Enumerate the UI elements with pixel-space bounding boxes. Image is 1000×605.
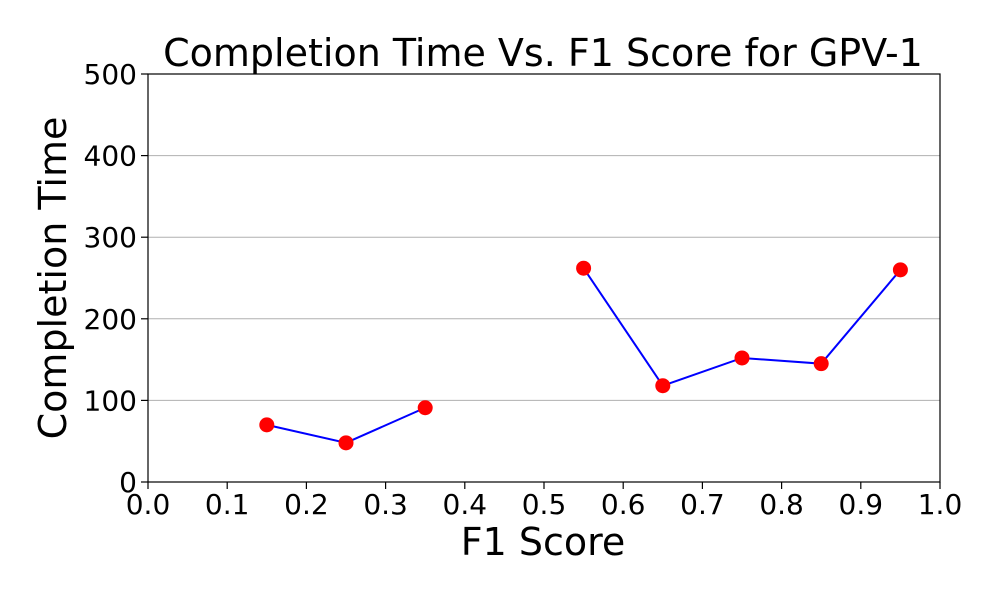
data-point: [338, 435, 354, 451]
x-tick-label: 0.8: [759, 488, 804, 521]
x-tick-label: 0.9: [839, 488, 884, 521]
chart-title: Completion Time Vs. F1 Score for GPV-1: [163, 31, 923, 75]
data-point: [259, 417, 275, 433]
x-tick-label: 0.7: [680, 488, 725, 521]
gridlines: [148, 155, 940, 401]
y-tick-label: 300: [84, 221, 137, 254]
y-tick-label: 100: [84, 384, 137, 417]
x-tick-label: 0.4: [443, 488, 488, 521]
data-point: [734, 350, 750, 366]
x-tick-label: 0.5: [522, 488, 567, 521]
x-tick-label: 0.0: [126, 488, 171, 521]
data-point: [417, 400, 433, 416]
y-axis-label: Completion Time: [31, 117, 75, 440]
data-point: [655, 378, 671, 394]
x-tick-label: 0.1: [205, 488, 250, 521]
x-tick-label: 1.0: [918, 488, 963, 521]
x-axis-label: F1 Score: [461, 520, 626, 564]
data-point: [892, 262, 908, 278]
x-tick-label: 0.2: [284, 488, 329, 521]
series-line: [582, 267, 902, 387]
x-tick-label: 0.3: [363, 488, 408, 521]
y-tick-label: 500: [84, 58, 137, 91]
y-tick-label: 200: [84, 303, 137, 336]
data-point: [576, 260, 592, 276]
series-layer: [259, 260, 908, 451]
x-tick-label: 0.6: [601, 488, 646, 521]
data-point: [813, 356, 829, 372]
y-axis-ticks: 0 100 200 300 400 500: [84, 58, 148, 499]
y-tick-label: 0: [119, 466, 137, 499]
x-axis-ticks: 0.0 0.1 0.2 0.3 0.4 0.5 0.6 0.7 0.8 0.9 1.0: [126, 482, 963, 521]
y-tick-label: 400: [84, 140, 137, 173]
